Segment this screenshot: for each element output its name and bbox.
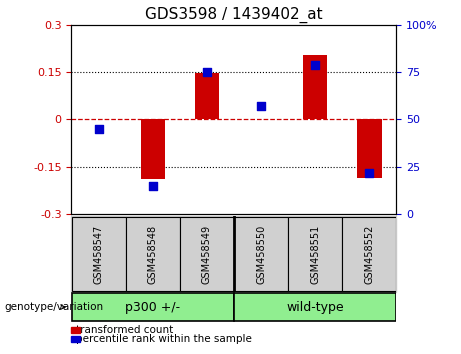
Text: GSM458548: GSM458548 xyxy=(148,224,158,284)
Title: GDS3598 / 1439402_at: GDS3598 / 1439402_at xyxy=(145,7,323,23)
Text: GSM458550: GSM458550 xyxy=(256,224,266,284)
Bar xyxy=(141,119,165,179)
Point xyxy=(95,126,102,132)
Bar xyxy=(71,216,396,292)
Text: GSM458552: GSM458552 xyxy=(364,224,374,284)
Text: transformed count: transformed count xyxy=(76,325,173,335)
FancyBboxPatch shape xyxy=(288,217,342,291)
Text: wild-type: wild-type xyxy=(286,301,344,314)
FancyBboxPatch shape xyxy=(71,293,234,321)
Text: GSM458547: GSM458547 xyxy=(94,224,104,284)
Point xyxy=(257,103,265,109)
Text: genotype/variation: genotype/variation xyxy=(5,302,104,312)
Point xyxy=(312,62,319,67)
Bar xyxy=(303,55,327,119)
Point xyxy=(366,170,373,175)
Text: p300 +/-: p300 +/- xyxy=(125,301,180,314)
Text: GSM458551: GSM458551 xyxy=(310,224,320,284)
Text: GSM458549: GSM458549 xyxy=(202,224,212,284)
Point xyxy=(203,69,211,75)
Text: percentile rank within the sample: percentile rank within the sample xyxy=(76,334,252,344)
FancyBboxPatch shape xyxy=(126,217,180,291)
Point xyxy=(149,183,156,189)
FancyBboxPatch shape xyxy=(234,293,396,321)
Bar xyxy=(357,119,382,178)
FancyBboxPatch shape xyxy=(71,217,125,291)
FancyBboxPatch shape xyxy=(234,217,288,291)
Bar xyxy=(195,73,219,119)
FancyBboxPatch shape xyxy=(343,217,396,291)
FancyBboxPatch shape xyxy=(180,217,234,291)
